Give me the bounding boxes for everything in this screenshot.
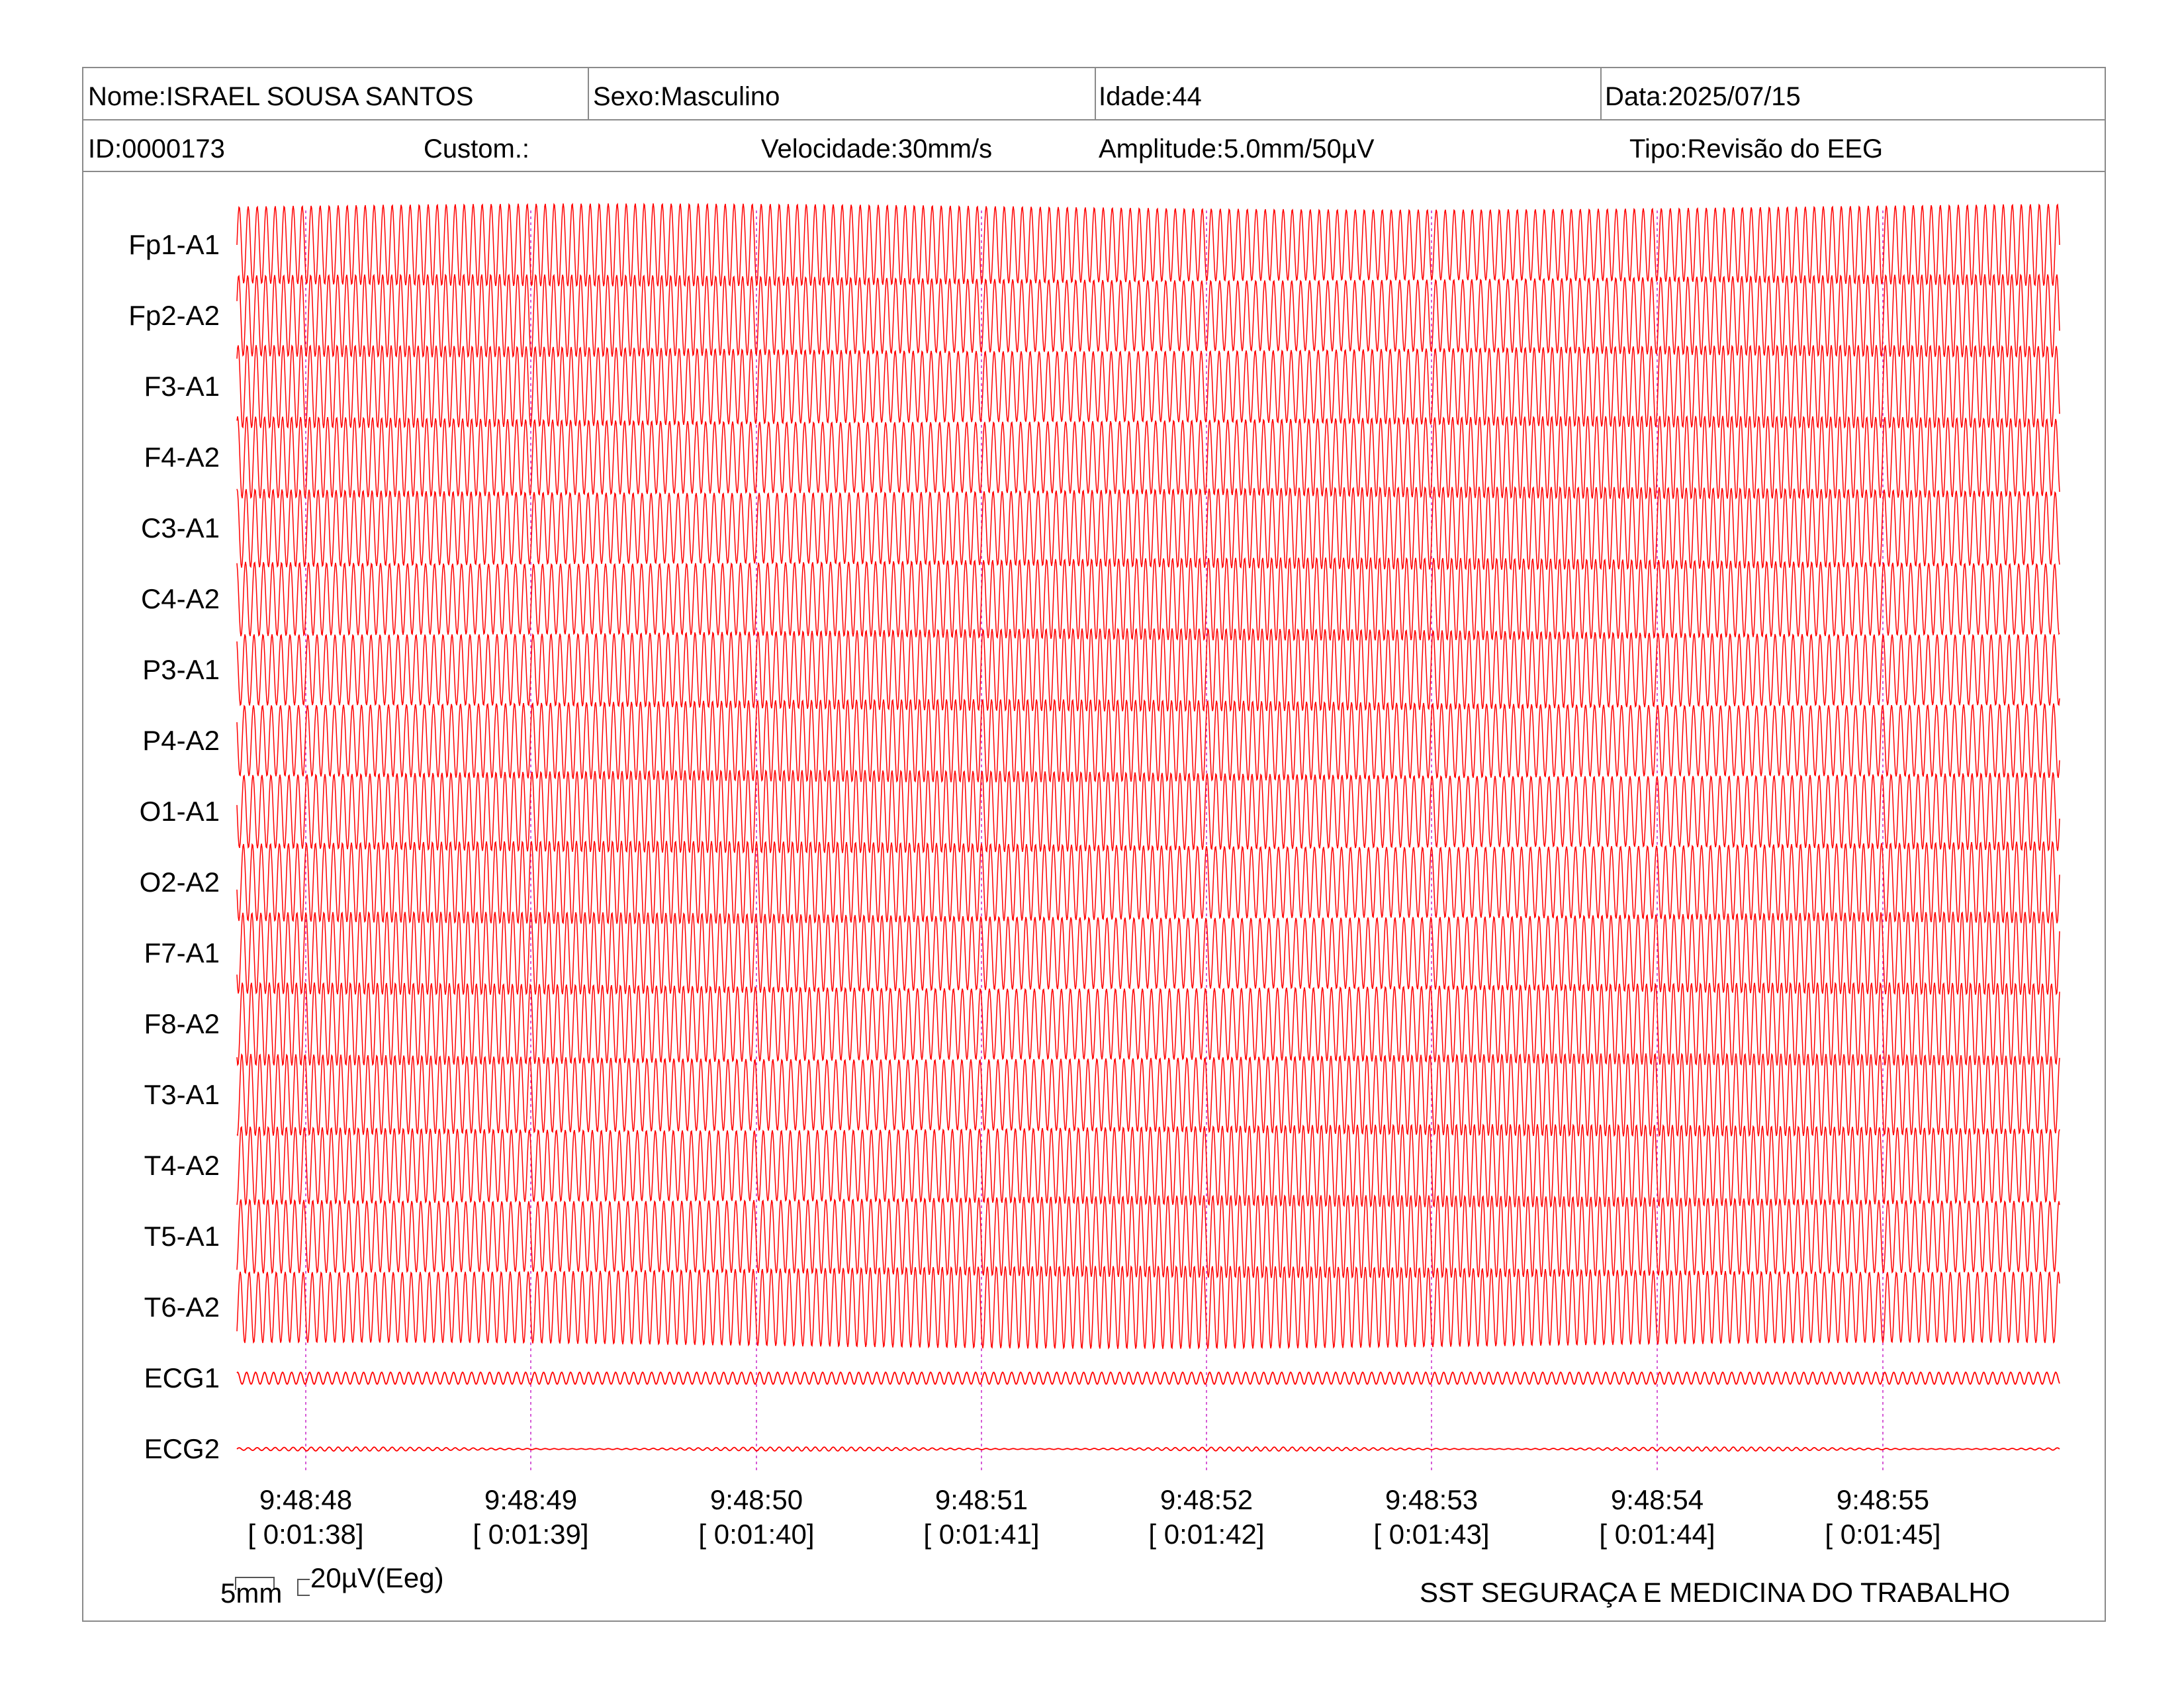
patient-age: Idade:44 (1099, 82, 1202, 111)
trace-c4-a2 (236, 557, 2060, 641)
time-label-clock: 9:48:51 (934, 1484, 1028, 1515)
exam-type: Tipo:Revisão do EEG (1629, 134, 1884, 164)
channel-label: O2-A2 (139, 867, 220, 898)
trace-f4-a2 (236, 415, 2060, 500)
trace-fp2-a2 (236, 273, 2060, 358)
time-label-clock: 9:48:49 (484, 1484, 578, 1515)
channel-label: T5-A1 (144, 1221, 220, 1252)
time-label: 9:48:48 [ 0:01:38] (226, 1483, 385, 1552)
channel-label: T4-A2 (144, 1150, 220, 1181)
channel-label: O1-A1 (139, 796, 220, 827)
time-label-elapsed: [ 0:01:41] (923, 1519, 1040, 1550)
custom-field: Custom.: (424, 134, 530, 164)
time-label-clock: 9:48:48 (259, 1484, 353, 1515)
channel-label: C4-A2 (140, 583, 220, 614)
time-label: 9:48:49 [ 0:01:39] (451, 1483, 610, 1552)
time-label-elapsed: [ 0:01:40] (698, 1519, 815, 1550)
header-bottom-divider (82, 171, 2106, 172)
channel-label: C3-A1 (140, 512, 220, 543)
patient-name: Nome:ISRAEL SOUSA SANTOS (88, 82, 474, 111)
patient-sex: Sexo:Masculino (593, 82, 780, 111)
header-cell-divider (1600, 67, 1602, 120)
trace-ecg2 (236, 1446, 2060, 1452)
amplitude-scale-bar (297, 1579, 310, 1596)
time-label-clock: 9:48:52 (1160, 1484, 1253, 1515)
time-label-clock: 9:48:50 (709, 1484, 803, 1515)
paper-speed: Velocidade:30mm/s (761, 134, 993, 164)
time-label: 9:48:51 [ 0:01:41] (902, 1483, 1061, 1552)
time-label-elapsed: [ 0:01:43] (1373, 1519, 1490, 1550)
time-label-elapsed: [ 0:01:39] (473, 1519, 589, 1550)
trace-t5-a1 (236, 1194, 2060, 1279)
clinic-name: SST SEGURAÇA E MEDICINA DO TRABALHO (1420, 1577, 2011, 1608)
time-label-elapsed: [ 0:01:45] (1825, 1519, 1941, 1550)
time-scale-bar (235, 1577, 275, 1590)
amplitude-scale-label: 20µV(Eeg) (310, 1562, 444, 1593)
channel-label: F3-A1 (144, 371, 220, 402)
time-label: 9:48:54 [ 0:01:44] (1578, 1483, 1737, 1552)
patient-id: ID:0000173 (88, 134, 225, 164)
time-label: 9:48:50 [ 0:01:40] (677, 1483, 836, 1552)
channel-label: ECG2 (144, 1433, 220, 1464)
time-label-clock: 9:48:54 (1610, 1484, 1704, 1515)
trace-fp1-a1 (236, 203, 2060, 287)
trace-t4-a2 (236, 1123, 2060, 1208)
report-frame (82, 67, 2106, 1622)
amplitude-setting: Amplitude:5.0mm/50µV (1099, 134, 1375, 164)
header-cell-divider (1095, 67, 1096, 120)
trace-t6-a2 (236, 1265, 2060, 1350)
header-cell-divider (588, 67, 589, 120)
trace-f7-a1 (236, 911, 2060, 996)
channel-label: ECG1 (144, 1362, 220, 1393)
time-label: 9:48:52 [ 0:01:42] (1127, 1483, 1286, 1552)
trace-p4-a2 (236, 698, 2060, 783)
trace-o1-a1 (236, 769, 2060, 854)
channel-label: F4-A2 (144, 442, 220, 473)
exam-date: Data:2025/07/15 (1605, 82, 1801, 111)
channel-label: P4-A2 (142, 725, 220, 756)
time-label-elapsed: [ 0:01:38] (248, 1519, 364, 1550)
time-label-elapsed: [ 0:01:42] (1148, 1519, 1265, 1550)
time-label: 9:48:55 [ 0:01:45] (1803, 1483, 1962, 1552)
time-scale-label: 5mm (220, 1577, 283, 1609)
time-label-clock: 9:48:53 (1385, 1484, 1479, 1515)
trace-f8-a2 (236, 982, 2060, 1066)
trace-ecg1 (236, 1371, 2060, 1385)
channel-label: P3-A1 (142, 654, 220, 685)
channel-label: F8-A2 (144, 1008, 220, 1039)
time-label: 9:48:53 [ 0:01:43] (1352, 1483, 1511, 1552)
trace-o2-a2 (236, 840, 2060, 925)
header-row-divider (82, 119, 2106, 120)
time-label-clock: 9:48:55 (1836, 1484, 1930, 1515)
trace-c3-a1 (236, 486, 2060, 571)
channel-label: T6-A2 (144, 1291, 220, 1323)
time-label-elapsed: [ 0:01:44] (1599, 1519, 1715, 1550)
trace-t3-a1 (236, 1053, 2060, 1137)
trace-p3-a1 (236, 628, 2060, 712)
channel-label: Fp1-A1 (128, 229, 220, 260)
channel-label: Fp2-A2 (128, 300, 220, 331)
trace-f3-a1 (236, 344, 2060, 429)
channel-label: F7-A1 (144, 937, 220, 968)
channel-label: T3-A1 (144, 1079, 220, 1110)
